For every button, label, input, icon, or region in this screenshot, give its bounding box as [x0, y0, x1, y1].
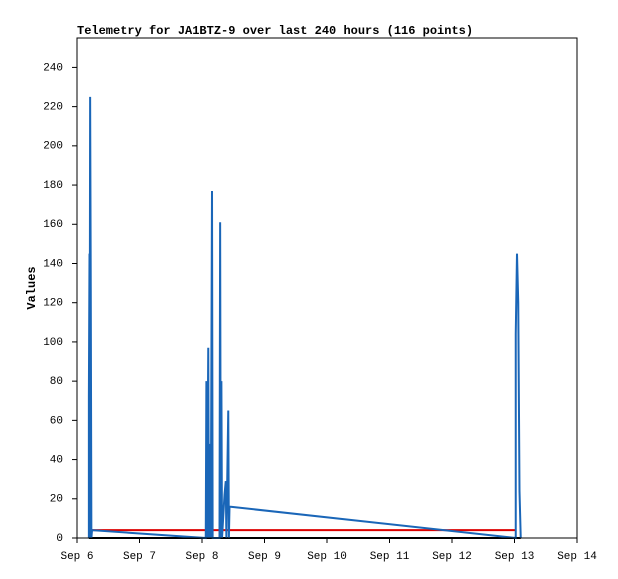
- x-tick-label: Sep 8: [185, 551, 218, 563]
- x-tick-label: Sep 10: [307, 551, 347, 563]
- y-tick-label: 180: [43, 180, 63, 192]
- x-tick-label: Sep 12: [432, 551, 472, 563]
- x-tick-label: Sep 6: [60, 551, 93, 563]
- y-tick-label: 100: [43, 337, 63, 349]
- chart-title: Telemetry for JA1BTZ-9 over last 240 hou…: [77, 24, 473, 38]
- y-tick-label: 40: [50, 454, 63, 466]
- y-tick-label: 0: [56, 533, 63, 545]
- y-tick-label: 20: [50, 494, 63, 506]
- x-tick-label: Sep 7: [123, 551, 156, 563]
- y-tick-label: 60: [50, 415, 63, 427]
- y-tick-label: 140: [43, 258, 63, 270]
- y-axis-label: Values: [25, 266, 39, 309]
- plot-border: [76, 37, 578, 539]
- y-tick-label: 80: [50, 376, 63, 388]
- x-tick-label: Sep 14: [557, 551, 597, 563]
- x-tick-label: Sep 9: [248, 551, 281, 563]
- y-tick-label: 160: [43, 219, 63, 231]
- y-tick-label: 220: [43, 102, 63, 114]
- y-tick-label: 240: [43, 62, 63, 74]
- x-tick-label: Sep 11: [370, 551, 410, 563]
- y-tick-label: 120: [43, 298, 63, 310]
- x-tick-label: Sep 13: [495, 551, 535, 563]
- y-tick-label: 200: [43, 141, 63, 153]
